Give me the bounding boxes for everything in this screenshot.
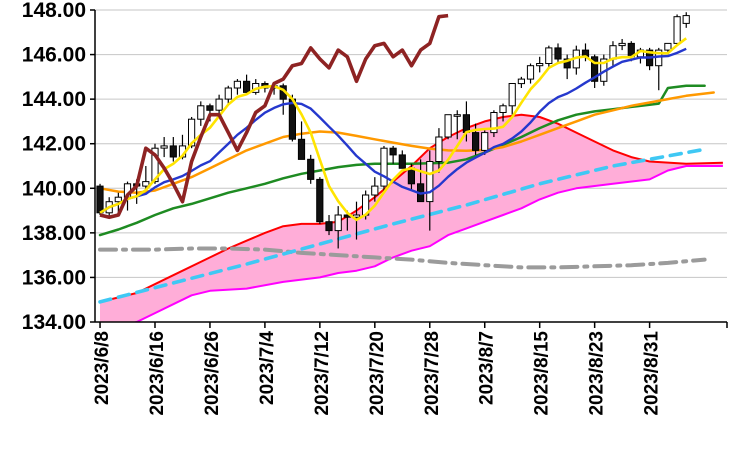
- candle-6/22: [188, 118, 196, 147]
- candle-6/15: [142, 181, 150, 187]
- candle-6/8: [96, 185, 104, 214]
- candle-7/12: [316, 178, 324, 223]
- candle-7/25: [398, 154, 406, 169]
- y-tick-label: 134.00: [22, 311, 86, 334]
- yellow_ma-line: [99, 37, 687, 222]
- candle-7/21: [380, 147, 388, 187]
- x-tick-label: 2023/8/31: [642, 331, 663, 416]
- candle-9/5: [673, 16, 681, 44]
- candle-6/20: [169, 145, 177, 158]
- candle-8/18: [563, 58, 571, 69]
- y-tick-label: 136.00: [22, 266, 86, 289]
- candle-6/27: [215, 98, 223, 111]
- candle-8/7: [481, 132, 489, 151]
- computed-lines-layer: [99, 13, 687, 222]
- x-tick-label: 2023/6/8: [92, 331, 113, 405]
- x-tick-label: 2023/7/28: [422, 331, 443, 416]
- candle-8/17: [554, 47, 562, 60]
- y-tick-label: 140.00: [22, 177, 86, 200]
- candle-7/31: [435, 136, 443, 162]
- candle-7/10: [297, 138, 306, 160]
- x-tick-label: 2023/6/16: [147, 331, 168, 416]
- candle-6/12: [114, 196, 122, 203]
- candle-6/29: [233, 80, 242, 89]
- candle-8/10: [508, 83, 516, 107]
- candle-8/2: [453, 114, 461, 117]
- candle-8/28: [618, 42, 626, 47]
- cloud-upper-line: [99, 113, 723, 303]
- candle-8/14: [526, 65, 535, 80]
- x-tick-label: 2023/7/12: [312, 331, 333, 416]
- candle-7/26: [407, 167, 415, 185]
- candle-6/19: [160, 145, 168, 149]
- candle-7/20: [371, 185, 379, 196]
- candle-9/6: [682, 15, 690, 24]
- candle-9/4: [664, 42, 672, 51]
- orange_ma-line: [98, 91, 715, 194]
- candle-6/16: [151, 147, 159, 183]
- candle-8/4: [472, 132, 480, 151]
- x-tick-label: 2023/7/20: [367, 331, 388, 416]
- candle-7/28: [426, 161, 434, 203]
- candle-8/3: [462, 114, 470, 133]
- y-tick-label: 144.00: [22, 88, 86, 111]
- cyan_dashed_trend-line: [98, 147, 707, 304]
- darkred_lagging-line: [99, 13, 449, 220]
- candle-8/11: [517, 78, 525, 85]
- x-tick-label: 2023/8/15: [532, 331, 553, 416]
- candle-7/11: [307, 158, 315, 180]
- candle-6/23: [197, 105, 205, 120]
- y-tick-label: 148.00: [22, 0, 86, 22]
- x-tick-label: 2023/8/23: [587, 331, 608, 416]
- candle-8/16: [545, 47, 553, 65]
- candle-6/30: [243, 80, 251, 93]
- y-tick-label: 138.00: [22, 222, 86, 245]
- candle-8/8: [490, 112, 498, 134]
- candle-8/23: [591, 56, 599, 82]
- x-tick-label: 2023/6/26: [202, 331, 223, 416]
- candle-8/1: [444, 114, 452, 138]
- y-tick-label: 142.00: [22, 133, 86, 156]
- candle-7/14: [334, 214, 342, 232]
- candle-6/26: [206, 105, 214, 111]
- gray_dashdot_ma-line: [98, 246, 707, 270]
- x-tick-label: 2023/8/7: [477, 331, 498, 405]
- candle-8/9: [499, 105, 507, 114]
- candle-7/24: [389, 147, 397, 156]
- axes-layer: 134.00 136.00 138.00 140.00 142.00 144.00 146.…: [22, 0, 728, 416]
- candle-8/15: [536, 63, 544, 67]
- x-tick-label: 2023/7/4: [257, 331, 278, 405]
- candle-6/28: [224, 87, 232, 100]
- cloud-lower-line: [132, 165, 723, 322]
- candle-7/13: [325, 221, 333, 232]
- y-tick-label: 146.00: [22, 44, 86, 67]
